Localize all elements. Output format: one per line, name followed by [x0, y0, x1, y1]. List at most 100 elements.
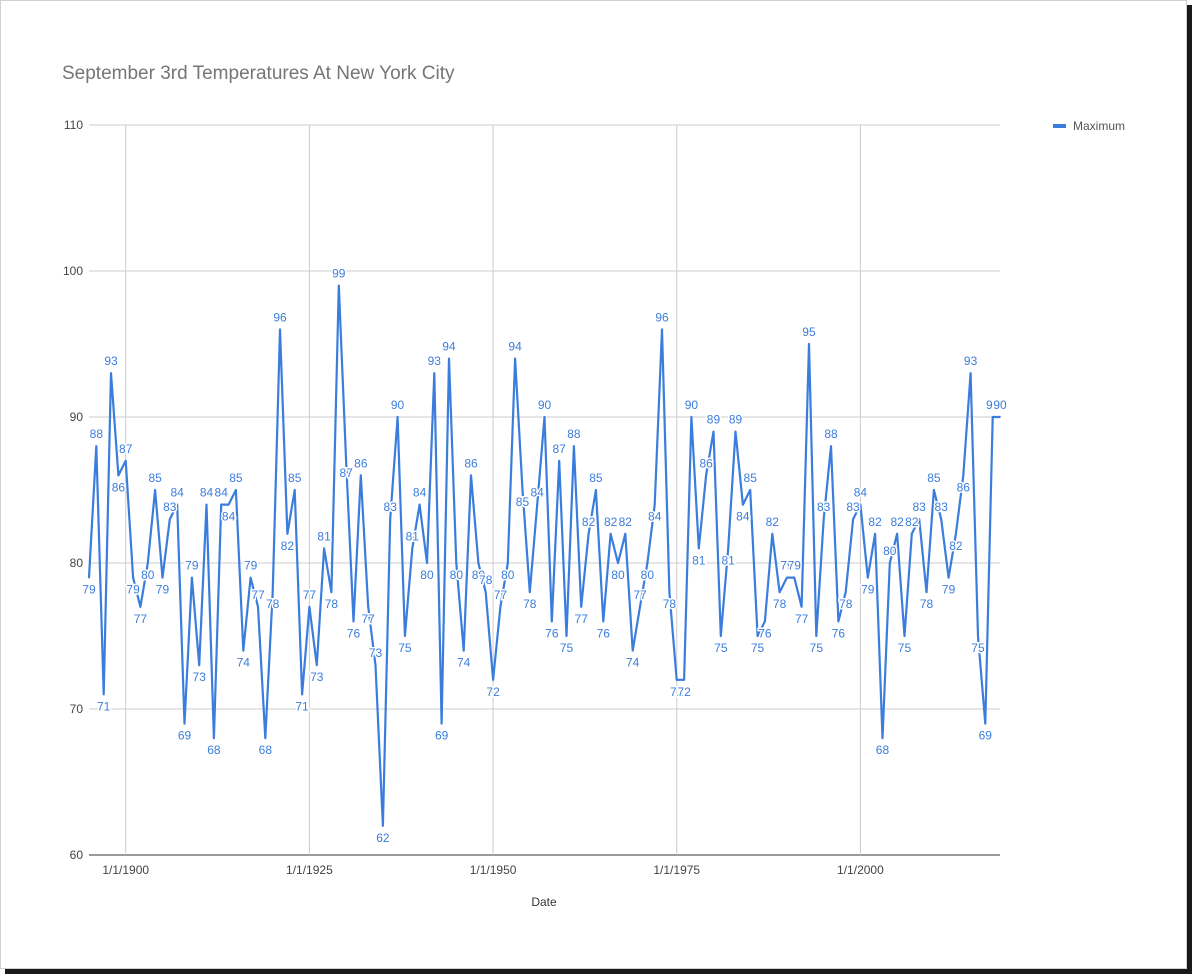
data-label: 75	[898, 641, 912, 655]
data-point	[932, 489, 935, 491]
data-label: 75	[751, 641, 765, 655]
data-label: 79	[185, 559, 199, 573]
data-label: 69	[435, 729, 449, 743]
data-label: 83	[163, 500, 177, 514]
x-tick-label: 1/1/1975	[653, 863, 700, 877]
data-point	[991, 416, 994, 418]
data-label: 75	[714, 641, 728, 655]
grid-layer	[89, 124, 1000, 856]
legend-label: Maximum	[1073, 119, 1126, 133]
data-label: 84	[200, 486, 214, 500]
data-point	[433, 372, 436, 375]
x-tick-label: 1/1/1950	[470, 863, 517, 877]
data-label: 85	[288, 471, 302, 485]
data-label: 73	[310, 670, 324, 684]
data-point	[778, 591, 781, 594]
data-point	[999, 416, 1001, 418]
data-point	[110, 372, 112, 375]
data-label: 78	[663, 597, 677, 611]
series-line-maximum	[87, 284, 1000, 827]
data-point	[668, 591, 671, 594]
data-label: 93	[964, 354, 978, 368]
data-point	[712, 430, 715, 433]
data-point	[653, 503, 656, 506]
data-label: 90	[993, 398, 1007, 412]
data-label: 78	[266, 597, 280, 611]
data-point	[411, 547, 414, 550]
y-tick-label: 90	[70, 410, 84, 424]
data-point	[910, 532, 913, 535]
data-point	[315, 664, 318, 667]
data-label: 81	[317, 529, 331, 543]
data-label: 85	[148, 471, 162, 485]
data-point	[859, 503, 862, 506]
data-label: 86	[354, 456, 368, 470]
data-point	[528, 591, 531, 594]
data-label: 87	[553, 442, 567, 456]
data-point	[484, 591, 487, 594]
data-label: 83	[846, 500, 860, 514]
data-point	[205, 503, 208, 506]
data-point	[947, 576, 950, 579]
data-point	[734, 430, 737, 433]
data-label: 72	[486, 685, 500, 699]
data-label: 83	[935, 500, 949, 514]
data-label: 82	[604, 515, 618, 529]
data-label: 84	[648, 510, 662, 524]
data-label: 76	[545, 626, 559, 640]
data-point	[580, 605, 583, 608]
data-label: 95	[802, 325, 816, 339]
chart-legend[interactable]: Maximum	[1053, 119, 1125, 133]
data-label: 81	[692, 553, 706, 567]
data-point	[800, 605, 803, 608]
data-label: 81	[721, 553, 735, 567]
data-point	[359, 474, 362, 477]
data-label: 82	[582, 515, 596, 529]
data-label: 80	[472, 568, 486, 582]
data-point	[242, 649, 245, 652]
data-label: 77	[795, 612, 809, 626]
data-point	[830, 445, 832, 448]
data-point	[132, 576, 134, 579]
data-point	[154, 489, 157, 491]
data-point	[257, 605, 259, 608]
data-label: 82	[619, 515, 633, 529]
data-point	[235, 489, 237, 491]
data-label: 82	[868, 515, 882, 529]
data-label: 84	[215, 486, 229, 500]
data-point	[220, 503, 223, 506]
data-point	[903, 635, 906, 637]
data-label: 74	[237, 656, 251, 670]
data-label: 69	[979, 729, 993, 743]
data-point	[462, 649, 465, 652]
data-point	[984, 722, 987, 725]
data-point	[969, 372, 972, 375]
data-label: 79	[126, 583, 140, 597]
data-point	[675, 678, 678, 681]
data-point	[286, 532, 289, 535]
data-point	[683, 678, 685, 681]
data-label: 77	[575, 612, 589, 626]
data-label: 79	[861, 583, 875, 597]
data-label: 80	[501, 568, 515, 582]
data-label: 76	[832, 626, 846, 640]
data-point	[146, 562, 149, 564]
data-label: 83	[817, 500, 831, 514]
data-label: 80	[141, 568, 155, 582]
data-point	[88, 576, 90, 579]
data-label: 82	[281, 539, 295, 553]
data-label: 83	[913, 500, 927, 514]
data-label: 73	[193, 670, 207, 684]
data-label: 68	[207, 743, 221, 757]
data-label: 82	[905, 515, 919, 529]
data-point	[301, 693, 303, 696]
data-point	[793, 576, 796, 579]
data-label: 72	[677, 685, 691, 699]
data-point	[396, 416, 399, 418]
data-point	[279, 328, 281, 331]
data-label: 90	[986, 398, 1000, 412]
data-point	[374, 664, 377, 667]
data-label: 78	[839, 597, 853, 611]
x-tick-label: 1/1/2000	[837, 863, 884, 877]
data-label: 87	[119, 442, 133, 456]
